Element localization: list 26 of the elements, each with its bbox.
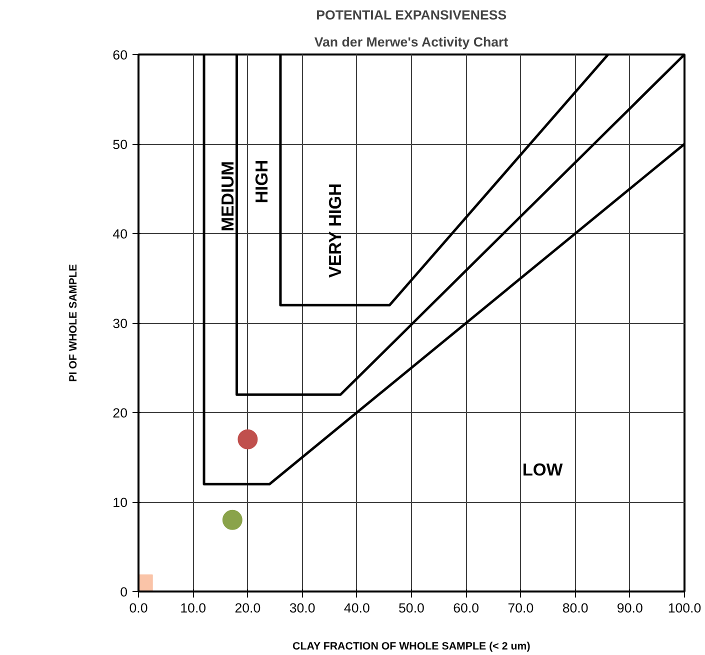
x-tick-label: 70.0 <box>508 600 534 616</box>
y-tick-label: 20 <box>112 406 128 420</box>
y-axis-title: PI OF WHOLE SAMPLE <box>68 264 80 382</box>
x-tick-label: 0.0 <box>129 600 148 616</box>
x-tick-label: 30.0 <box>289 600 316 616</box>
y-tick-label: 30 <box>112 316 128 331</box>
annotation: MEDIUM <box>218 161 238 232</box>
x-tick-label: 10.0 <box>180 600 206 616</box>
chart-subtitle: Van der Merwe's Activity Chart <box>314 34 509 50</box>
x-tick-label: 90.0 <box>616 600 643 616</box>
y-tick-label: 10 <box>112 495 128 510</box>
annotation: HIGH <box>251 160 272 204</box>
chart-title: POTENTIAL EXPANSIVENESS <box>316 8 507 22</box>
x-tick-label: 60.0 <box>453 600 480 616</box>
x-tick-label: 50.0 <box>398 600 424 616</box>
y-tick-label: 0 <box>120 584 128 600</box>
annotation: VERY HIGH <box>325 183 346 278</box>
x-tick-label: 40.0 <box>344 600 370 616</box>
x-axis-title: CLAY FRACTION OF WHOLE SAMPLE (< 2 um) <box>292 640 531 652</box>
y-tick-label: 60 <box>112 48 128 62</box>
y-tick-label: 50 <box>112 137 128 152</box>
x-tick-label: 100.0 <box>668 600 702 616</box>
x-tick-label: 20.0 <box>234 600 261 616</box>
annotation: LOW <box>522 460 564 480</box>
y-tick-label: 40 <box>112 226 128 242</box>
x-tick-label: 80.0 <box>562 600 588 616</box>
